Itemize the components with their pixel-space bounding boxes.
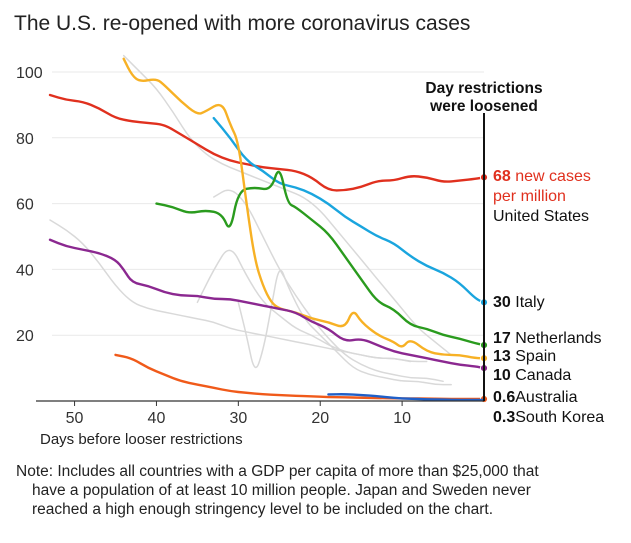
end-label-spain: 13 Spain — [493, 348, 556, 365]
country-label-australia: Australia — [515, 389, 577, 406]
end-value-spain: 13 — [493, 348, 511, 365]
country-label-netherlands: Netherlands — [511, 330, 602, 347]
end-value-australia: 0.6 — [493, 389, 515, 406]
end-value-south-korea: 0.3 — [493, 409, 515, 426]
country-label-canada: Canada — [511, 367, 572, 384]
line-italy — [212, 116, 486, 304]
country-lines — [48, 57, 489, 404]
annotation-line-1: Day restrictions — [425, 80, 542, 97]
other-country-line — [122, 54, 452, 356]
x-tick-label: 10 — [393, 410, 411, 427]
line-netherlands — [155, 170, 486, 347]
end-value-netherlands: 17 — [493, 330, 511, 347]
x-tick-label: 30 — [229, 410, 247, 427]
end-label-canada: 10 Canada — [493, 367, 571, 384]
other-country-line — [213, 189, 444, 383]
end-value-united-states: 68 — [493, 168, 511, 185]
note-line-1: Note: Includes all countries with a GDP … — [16, 463, 539, 480]
x-axis-label: Days before looser restrictions — [40, 431, 243, 448]
end-label-australia: 0.6Australia — [493, 389, 578, 406]
y-tick-label: 100 — [16, 65, 43, 82]
country-label-united-states: United States — [493, 208, 589, 225]
annotation-line-2: were loosened — [429, 98, 538, 115]
chart-note: Note: Includes all countries with a GDP … — [16, 462, 616, 519]
other-countries-lines — [49, 54, 452, 386]
end-label-unit: per million — [493, 188, 566, 205]
country-label-spain: Spain — [511, 348, 556, 365]
y-tick-label: 80 — [16, 131, 34, 148]
other-country-line — [196, 249, 412, 363]
note-line-3: reached a high enough stringency level t… — [32, 501, 494, 518]
x-tick-label: 40 — [148, 410, 166, 427]
end-label-italy: 30 Italy — [493, 294, 545, 311]
line-united-states — [48, 93, 486, 192]
y-tick-label: 40 — [16, 262, 34, 279]
end-labels: 68 new cases per million United States 30 I… — [493, 168, 604, 426]
line-canada — [48, 238, 486, 370]
other-country-line — [237, 269, 452, 386]
y-tick-label: 20 — [16, 328, 34, 345]
y-tick-label: 60 — [16, 197, 34, 214]
line-spain — [122, 57, 486, 360]
end-value-italy: 30 — [493, 294, 511, 311]
axes: 100 80 60 40 20 50 40 30 20 10 Days before looser … — [16, 65, 543, 448]
end-label-south-korea: 0.3South Korea — [493, 409, 604, 426]
end-label-netherlands: 17 Netherlands — [493, 330, 602, 347]
line-australia — [114, 353, 486, 401]
note-line-2: have a population of at least 10 million… — [32, 482, 531, 499]
chart-canvas: 100 80 60 40 20 50 40 30 20 10 Days before looser … — [16, 54, 604, 448]
end-value-canada: 10 — [493, 367, 511, 384]
country-label-south-korea: South Korea — [515, 409, 604, 426]
gridlines — [52, 71, 484, 336]
end-label-united-states: 68 new cases — [493, 168, 591, 185]
line-south-korea — [327, 393, 486, 402]
chart-title: The U.S. re-opened with more coronavirus… — [14, 12, 471, 35]
country-label-italy: Italy — [511, 294, 545, 311]
x-tick-label: 20 — [311, 410, 329, 427]
x-tick-label: 50 — [66, 410, 84, 427]
